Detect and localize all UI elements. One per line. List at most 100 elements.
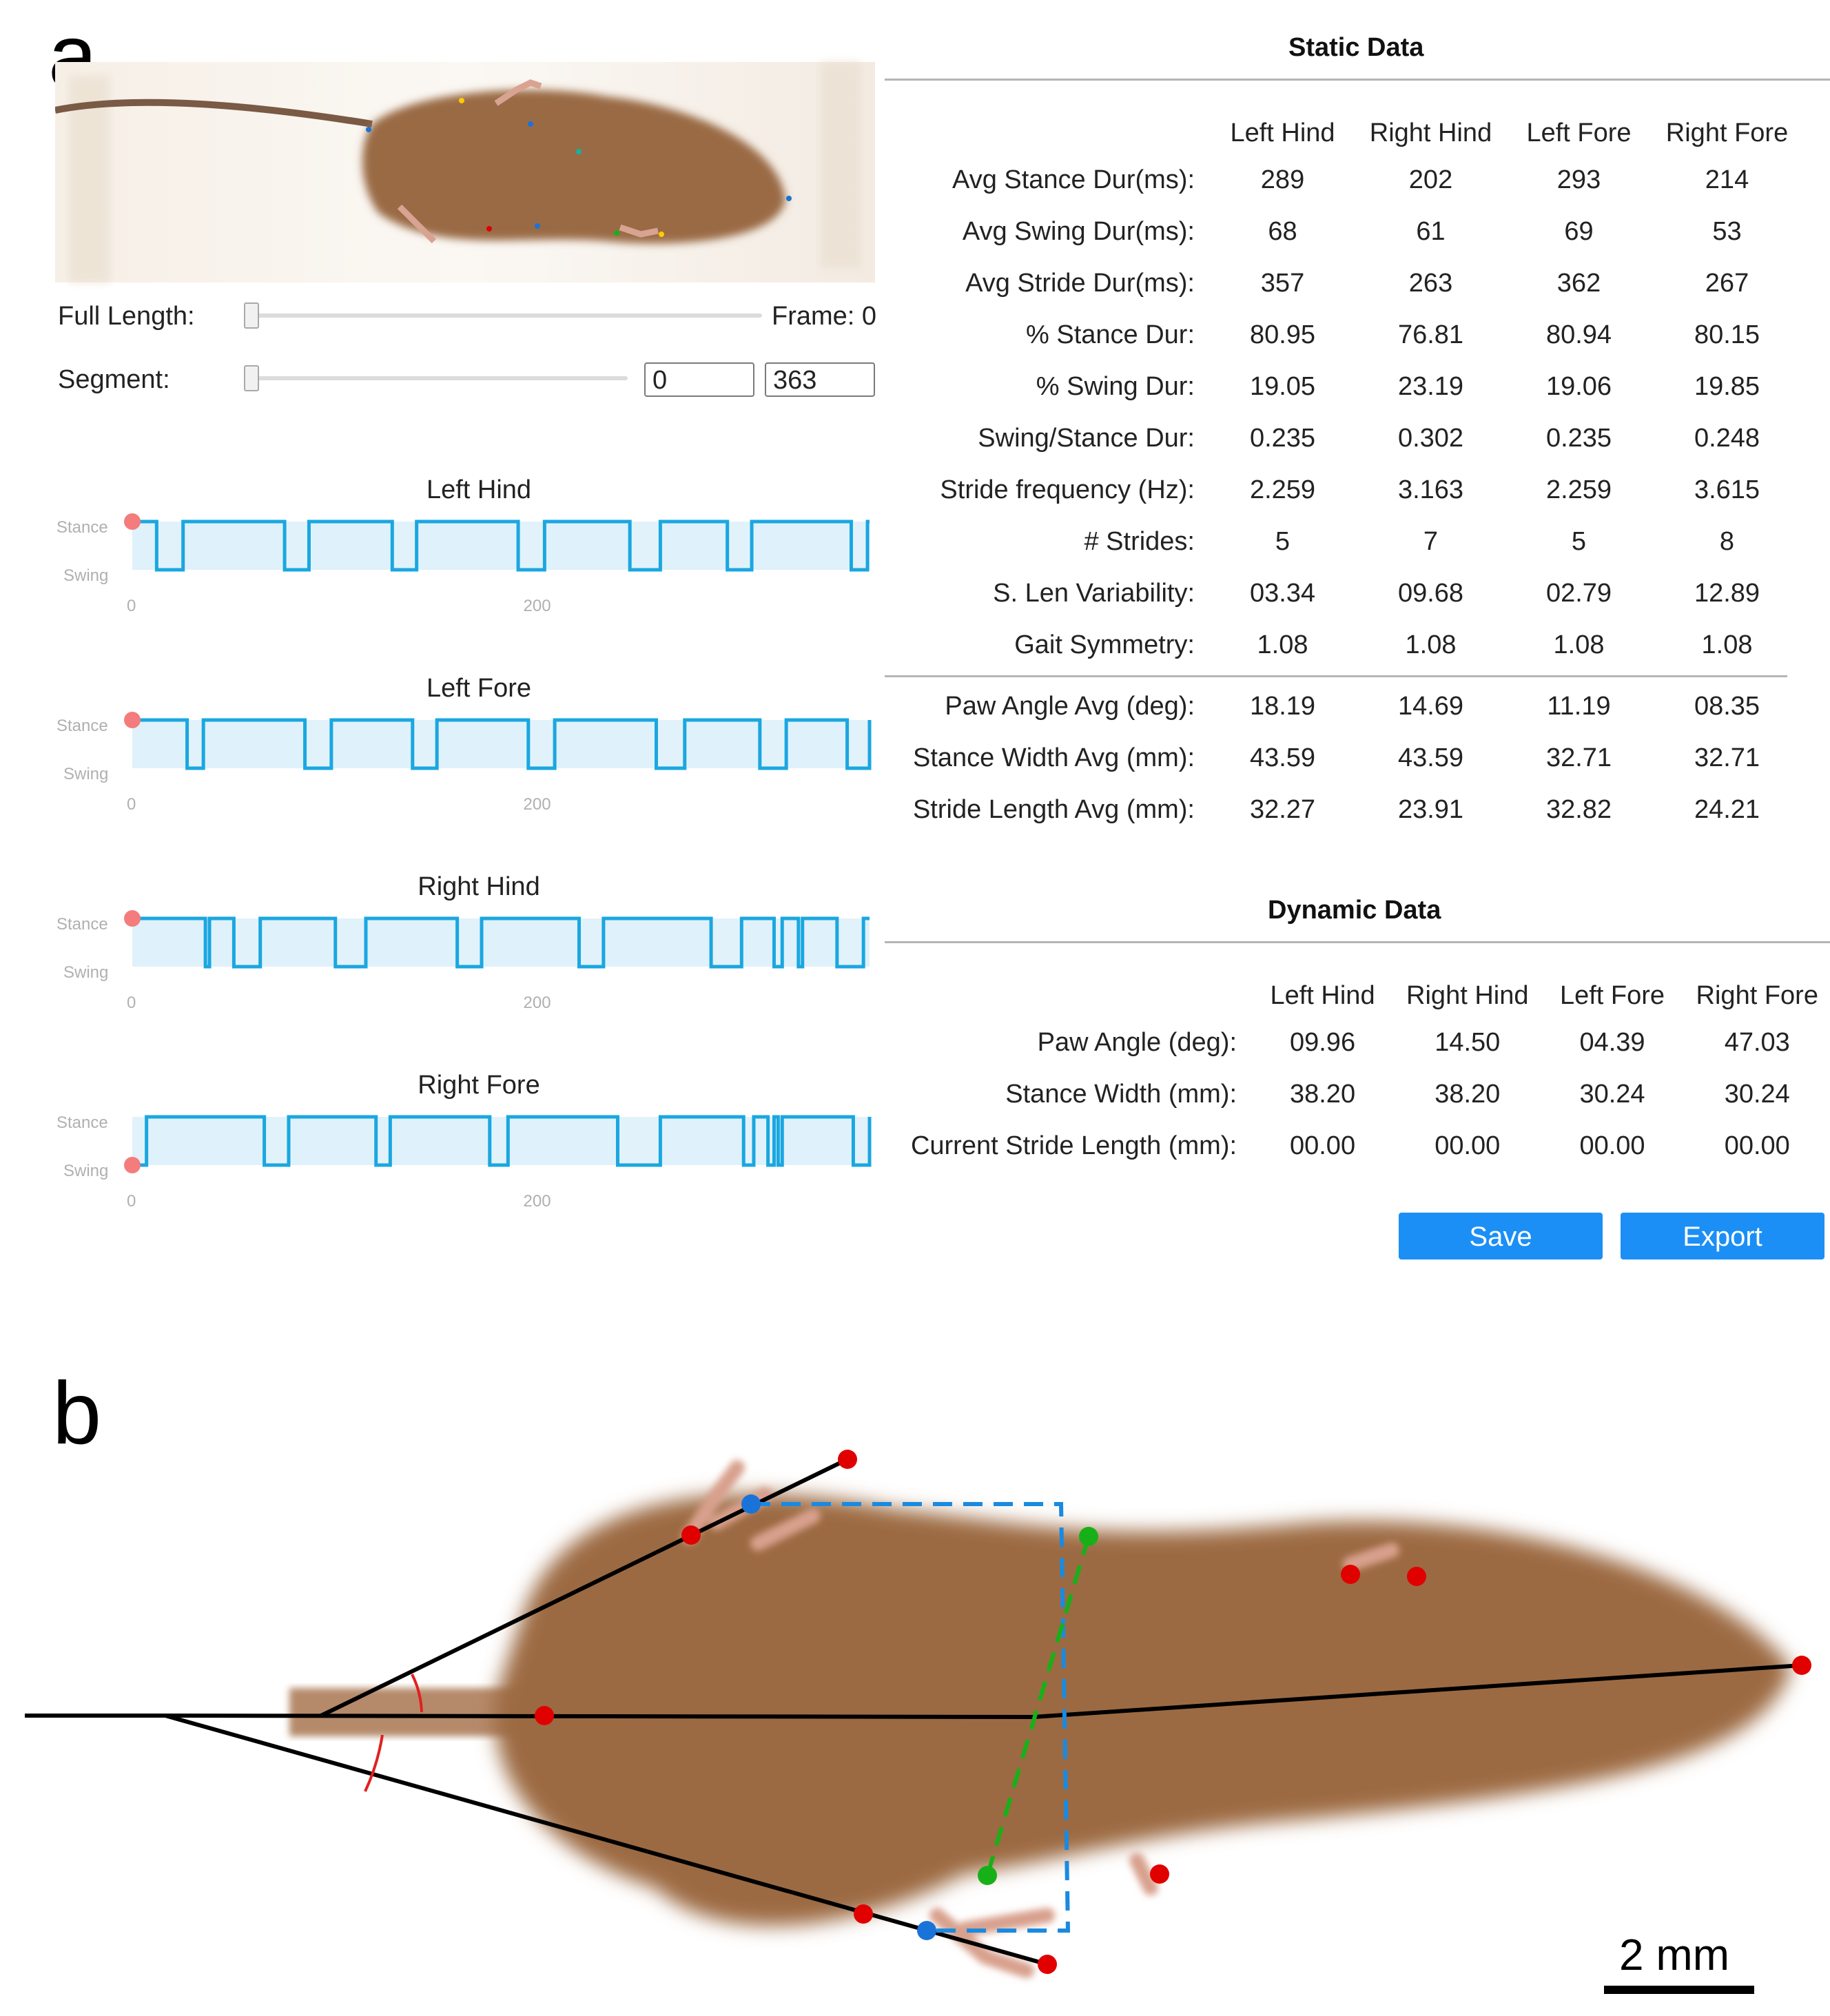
table-cell: 32.27 [1249,795,1316,824]
stance-axis-label: Stance [56,1113,108,1132]
table-row: Avg Stride Dur(ms): 357 263 362 267 [885,258,1801,309]
table-cell: 289 [1260,165,1305,194]
table-cell: 0.248 [1694,424,1760,453]
table-row: Paw Angle Avg (deg): 18.19 14.69 11.19 08.35 [885,681,1801,732]
static-data-title: Static Data [1288,33,1424,62]
table-cell: 3.615 [1694,475,1760,504]
row-label: % Stance Dur: [1026,320,1195,349]
frame-cursor-marker[interactable] [124,910,141,927]
table-cell: 267 [1705,269,1749,298]
row-label: Avg Stride Dur(ms): [965,269,1195,298]
row-label: Stride frequency (Hz): [940,475,1195,504]
table-cell: 12.89 [1694,579,1760,608]
table-cell: 0.235 [1249,424,1316,453]
table-cell: 08.35 [1694,692,1760,721]
table-cell: 23.19 [1397,372,1464,401]
row-label: Stride Length Avg (mm): [912,795,1195,824]
table-cell: 2.259 [1545,475,1612,504]
table-cell: 00.00 [1289,1131,1356,1160]
swing-axis-label: Swing [63,566,109,585]
column-header: Left Hind [1230,118,1335,147]
gait-step-chart [124,910,870,969]
frame-cursor-marker[interactable] [124,712,141,728]
gait-area-fill [132,522,870,570]
segment-label: Segment: [58,365,170,394]
full-length-label: Full Length: [58,302,195,331]
table-cell: 53 [1712,217,1742,246]
scale-bar-label: 2 mm [1619,1930,1729,1979]
segment-start-input[interactable]: 0 [644,362,754,397]
gait-chart-title: Right Fore [418,1071,540,1100]
gait-step-chart [124,513,870,572]
segment-slider-track[interactable] [245,376,628,380]
x-tick-label: 200 [523,795,551,814]
table-cell: 362 [1556,269,1601,298]
x-tick-label: 0 [127,994,136,1012]
table-cell: 32.71 [1694,743,1760,772]
table-cell: 32.82 [1545,795,1612,824]
table-cell: 00.00 [1435,1131,1501,1160]
gait-area-fill [132,1117,870,1165]
row-label: # Strides: [1084,527,1195,556]
table-cell: 214 [1705,165,1749,194]
table-divider-row [885,671,1801,681]
table-row: # Strides: 5 7 5 8 [885,516,1801,568]
export-button[interactable]: Export [1621,1213,1824,1259]
table-cell: 5 [1571,527,1587,556]
dynamic-title-divider [885,941,1830,943]
table-cell: 5 [1275,527,1291,556]
table-cell: 1.08 [1405,630,1457,659]
table-cell: 1.08 [1257,630,1308,659]
table-cell: 19.05 [1249,372,1316,401]
segment-end-input[interactable]: 363 [765,362,875,397]
x-tick-label: 0 [127,597,136,615]
table-cell: 23.91 [1397,795,1464,824]
table-cell: 30.24 [1579,1080,1645,1109]
table-divider [885,675,1787,677]
table-cell: 00.00 [1579,1131,1645,1160]
full-length-slider-thumb[interactable] [244,302,259,329]
gait-chart-title: Right Hind [418,872,540,901]
table-cell: 18.19 [1249,692,1316,721]
panel-label-b: b [52,1364,102,1463]
table-row: Stride Length Avg (mm): 32.27 23.91 32.82 24… [885,784,1801,836]
gait-step-chart [124,712,872,770]
scale-bar [1604,1986,1754,1994]
table-cell: 0.235 [1545,424,1612,453]
full-length-slider-track[interactable] [245,313,762,318]
gait-step-line [132,916,870,969]
table-row: Avg Swing Dur(ms): 68 61 69 53 [885,206,1801,258]
table-cell: 80.94 [1545,320,1612,349]
table-cell: 30.24 [1724,1080,1790,1109]
table-cell: 32.71 [1545,743,1612,772]
table-cell: 61 [1416,217,1446,246]
segment-slider-thumb[interactable] [244,365,259,391]
static-data-table: Left Hind Right Hind Left Fore Right Fore A… [885,112,1801,836]
table-cell: 09.68 [1397,579,1464,608]
table-cell: 04.39 [1579,1028,1645,1057]
frame-cursor-marker[interactable] [124,1157,141,1173]
column-header: Right Fore [1665,118,1789,147]
table-cell: 14.50 [1435,1028,1501,1057]
frame-cursor-marker[interactable] [124,513,141,530]
paw-geometry-image [25,1450,1811,1978]
table-cell: 80.95 [1249,320,1316,349]
row-label: Gait Symmetry: [1014,630,1195,659]
table-cell: 80.15 [1694,320,1760,349]
table-cell: 3.163 [1397,475,1464,504]
row-label: Stance Width (mm): [1005,1080,1237,1109]
column-header: Left Hind [1270,980,1375,1010]
table-row: S. Len Variability: 03.34 09.68 02.79 12.89 [885,568,1801,619]
row-label: Paw Angle (deg): [1037,1028,1237,1057]
table-cell: 47.03 [1724,1028,1790,1057]
gait-area-fill [132,918,870,967]
table-row: Gait Symmetry: 1.08 1.08 1.08 1.08 [885,619,1801,671]
table-cell: 69 [1564,217,1594,246]
save-button[interactable]: Save [1399,1213,1603,1259]
table-cell: 0.302 [1397,424,1464,453]
gait-step-line [132,718,872,770]
column-header: Left Fore [1526,118,1632,147]
column-header: Right Hind [1369,118,1492,147]
table-row: Current Stride Length (mm): 00.00 00.00 00.… [885,1120,1830,1172]
table-cell: 2.259 [1249,475,1316,504]
